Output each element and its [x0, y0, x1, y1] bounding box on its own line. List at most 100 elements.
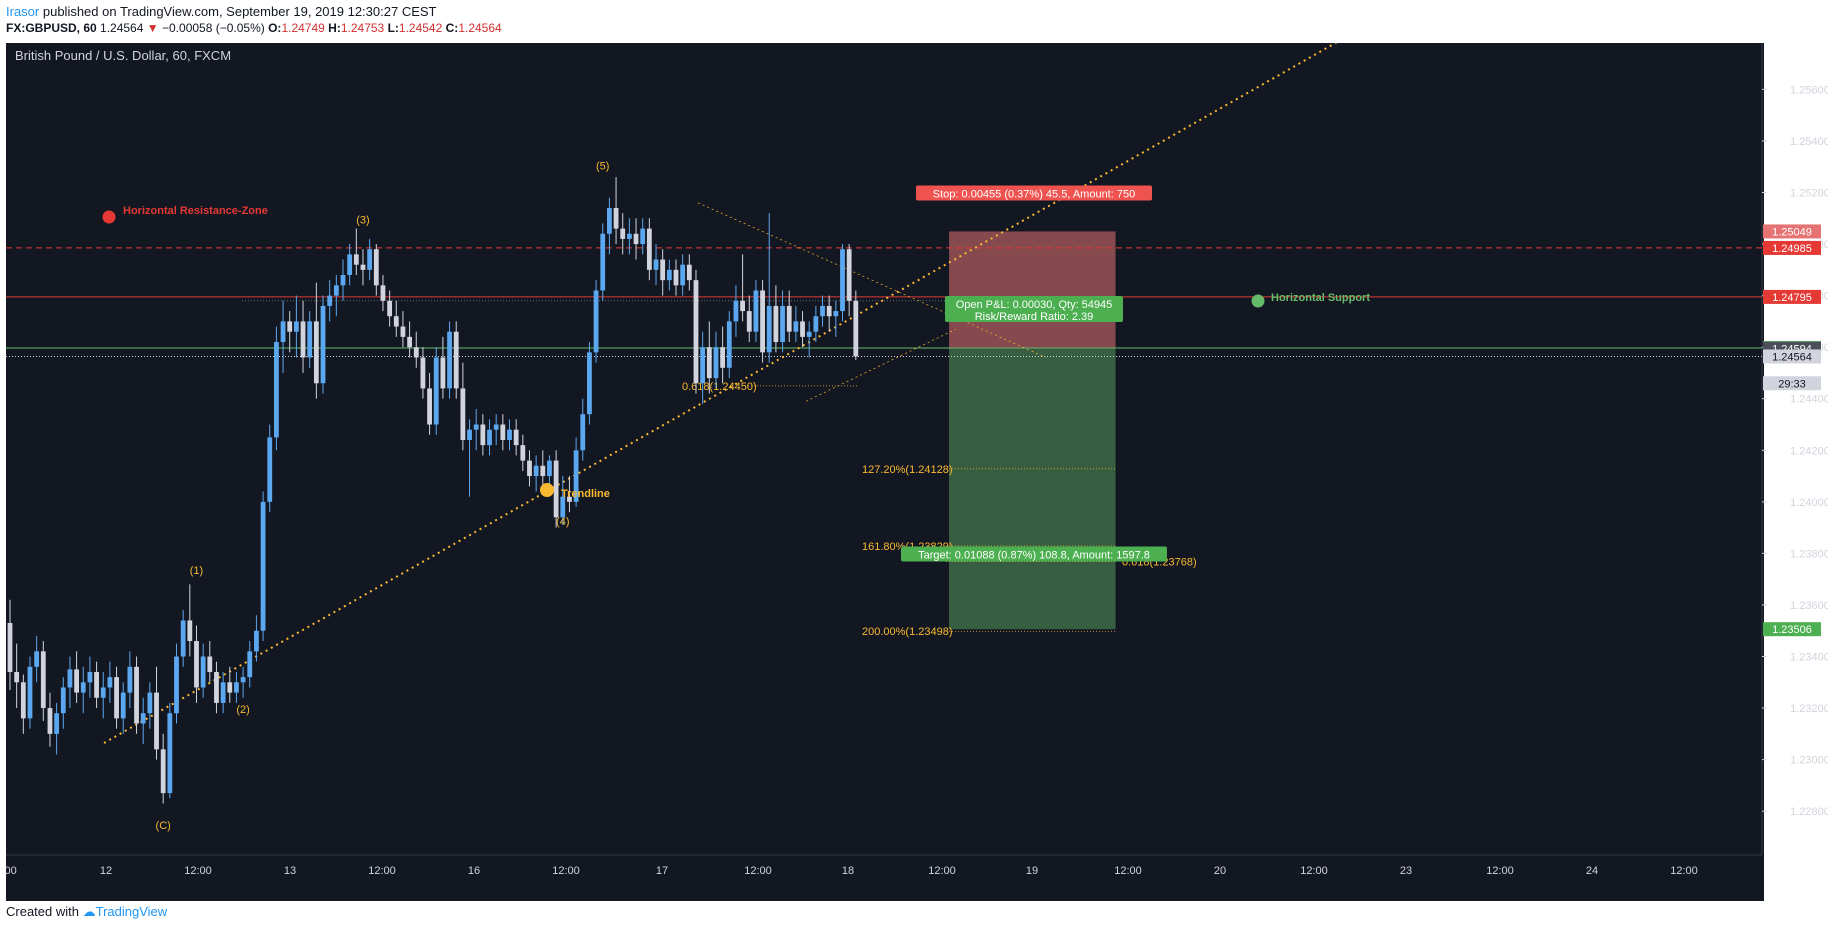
- candle-body: [726, 321, 732, 368]
- x-tick-label: 12:00: [744, 865, 772, 877]
- candle-body: [593, 290, 599, 353]
- candle-body: [20, 682, 26, 719]
- price-badge-label: 1.25049: [1772, 226, 1812, 238]
- footer-brand[interactable]: TradingView: [95, 904, 168, 919]
- candle-body: [700, 347, 706, 384]
- candle-body: [267, 437, 273, 502]
- candle-body: [387, 300, 393, 317]
- support-label: Horizontal Support: [1271, 292, 1370, 304]
- candle-body: [47, 708, 53, 734]
- candle-body: [180, 620, 186, 657]
- candle-body: [353, 254, 359, 265]
- target-info-box: [901, 546, 1167, 562]
- candle-body: [746, 311, 752, 332]
- trendline-label: Trendline: [561, 488, 610, 500]
- fib-label: 127.20%(1.24128): [862, 464, 953, 476]
- triangle-upper-line: [697, 202, 1047, 358]
- y-tick-label: 1.24200: [1790, 445, 1828, 457]
- candle-body: [680, 264, 686, 286]
- low-value: 1.24542: [398, 21, 443, 35]
- candle-body: [640, 228, 646, 245]
- candle-body: [254, 630, 259, 652]
- candle-body: [620, 228, 626, 239]
- x-tick-label: 12:00: [1486, 865, 1514, 877]
- candle-body: [673, 269, 679, 286]
- candle-body: [760, 290, 765, 353]
- candle-body: [853, 300, 859, 357]
- price-badge: [1763, 289, 1821, 304]
- candle-body: [580, 414, 586, 451]
- candle-body: [720, 347, 726, 368]
- price-badge-label: 1.24985: [1772, 243, 1812, 255]
- candle-body: [600, 233, 606, 291]
- candle-body: [54, 713, 60, 734]
- price-badge-label: 29:33: [1778, 378, 1806, 390]
- wave-label: (1): [190, 565, 203, 577]
- x-tick-label: 13: [284, 865, 296, 877]
- candle-body: [194, 641, 199, 688]
- x-tick-label: 16: [468, 865, 480, 877]
- candle-body: [487, 429, 492, 446]
- chart-area[interactable]: British Pound / U.S. Dollar, 60, FXCM 1.…: [0, 36, 1828, 901]
- candle-body: [433, 357, 439, 425]
- candle-body: [666, 269, 672, 281]
- candle-body: [453, 331, 459, 389]
- x-tick-label: 18: [842, 865, 854, 877]
- candle-body: [27, 666, 33, 719]
- author-link[interactable]: Irasor: [6, 4, 40, 19]
- candle-body: [74, 669, 79, 693]
- wave-label: (C): [156, 820, 171, 832]
- x-tick-label: 12:00: [368, 865, 396, 877]
- candle-body: [660, 259, 666, 281]
- x-tick-label: 2:00: [6, 865, 17, 877]
- y-tick-label: 1.24400: [1790, 394, 1828, 406]
- candle-body: [187, 620, 193, 642]
- y-tick-label: 1.23800: [1790, 548, 1828, 560]
- price-change: −0.00058 (−0.05%): [162, 21, 265, 35]
- x-tick-label: 12:00: [184, 865, 212, 877]
- candlestick-chart[interactable]: British Pound / U.S. Dollar, 60, FXCM 1.…: [0, 36, 1828, 901]
- candle-body: [260, 501, 266, 631]
- candle-body: [214, 671, 219, 703]
- wave-label: (2): [236, 704, 249, 716]
- candle-body: [207, 656, 213, 672]
- candle-body: [813, 316, 819, 332]
- wave-label: (5): [596, 160, 609, 172]
- low-label: L:: [387, 21, 399, 35]
- candle-body: [800, 321, 805, 337]
- last-price: 1.24564: [100, 21, 144, 35]
- candle-body: [653, 259, 659, 270]
- pnl-info-box: [945, 296, 1123, 322]
- candle-body: [293, 321, 299, 332]
- close-label: C:: [445, 21, 459, 35]
- candle-body: [613, 207, 619, 229]
- x-tick-label: 20: [1214, 865, 1226, 877]
- stop-info-text: Stop: 0.00455 (0.37%) 45.5, Amount: 750: [933, 189, 1135, 201]
- candle-body: [234, 682, 239, 693]
- candle-body: [820, 305, 825, 317]
- candle-body: [686, 264, 692, 281]
- candle-body: [547, 460, 552, 477]
- candle-body: [447, 331, 452, 389]
- target-zone: [949, 348, 1116, 630]
- candle-body: [733, 300, 739, 322]
- candle-body: [533, 465, 539, 477]
- open-value: 1.24749: [281, 21, 325, 35]
- publish-info: published on TradingView.com, September …: [42, 4, 437, 19]
- y-tick-label: 1.23200: [1790, 703, 1828, 715]
- price-badge: [1763, 622, 1821, 637]
- tradingview-logo-icon[interactable]: ☁: [82, 904, 96, 919]
- price-badge: [1763, 349, 1821, 364]
- candle-body: [706, 347, 712, 379]
- candle-body: [340, 275, 346, 286]
- candle-body: [220, 682, 226, 703]
- trendline: [103, 36, 1347, 744]
- fib-label: 0.618(1.24450): [682, 381, 757, 393]
- candle-body: [240, 677, 246, 683]
- candle-body: [367, 249, 373, 270]
- candle-body: [420, 357, 426, 389]
- support-marker-icon: [1251, 294, 1265, 308]
- candle-body: [527, 460, 532, 477]
- candle-body: [327, 295, 333, 306]
- footer-created: Created with: [6, 904, 79, 919]
